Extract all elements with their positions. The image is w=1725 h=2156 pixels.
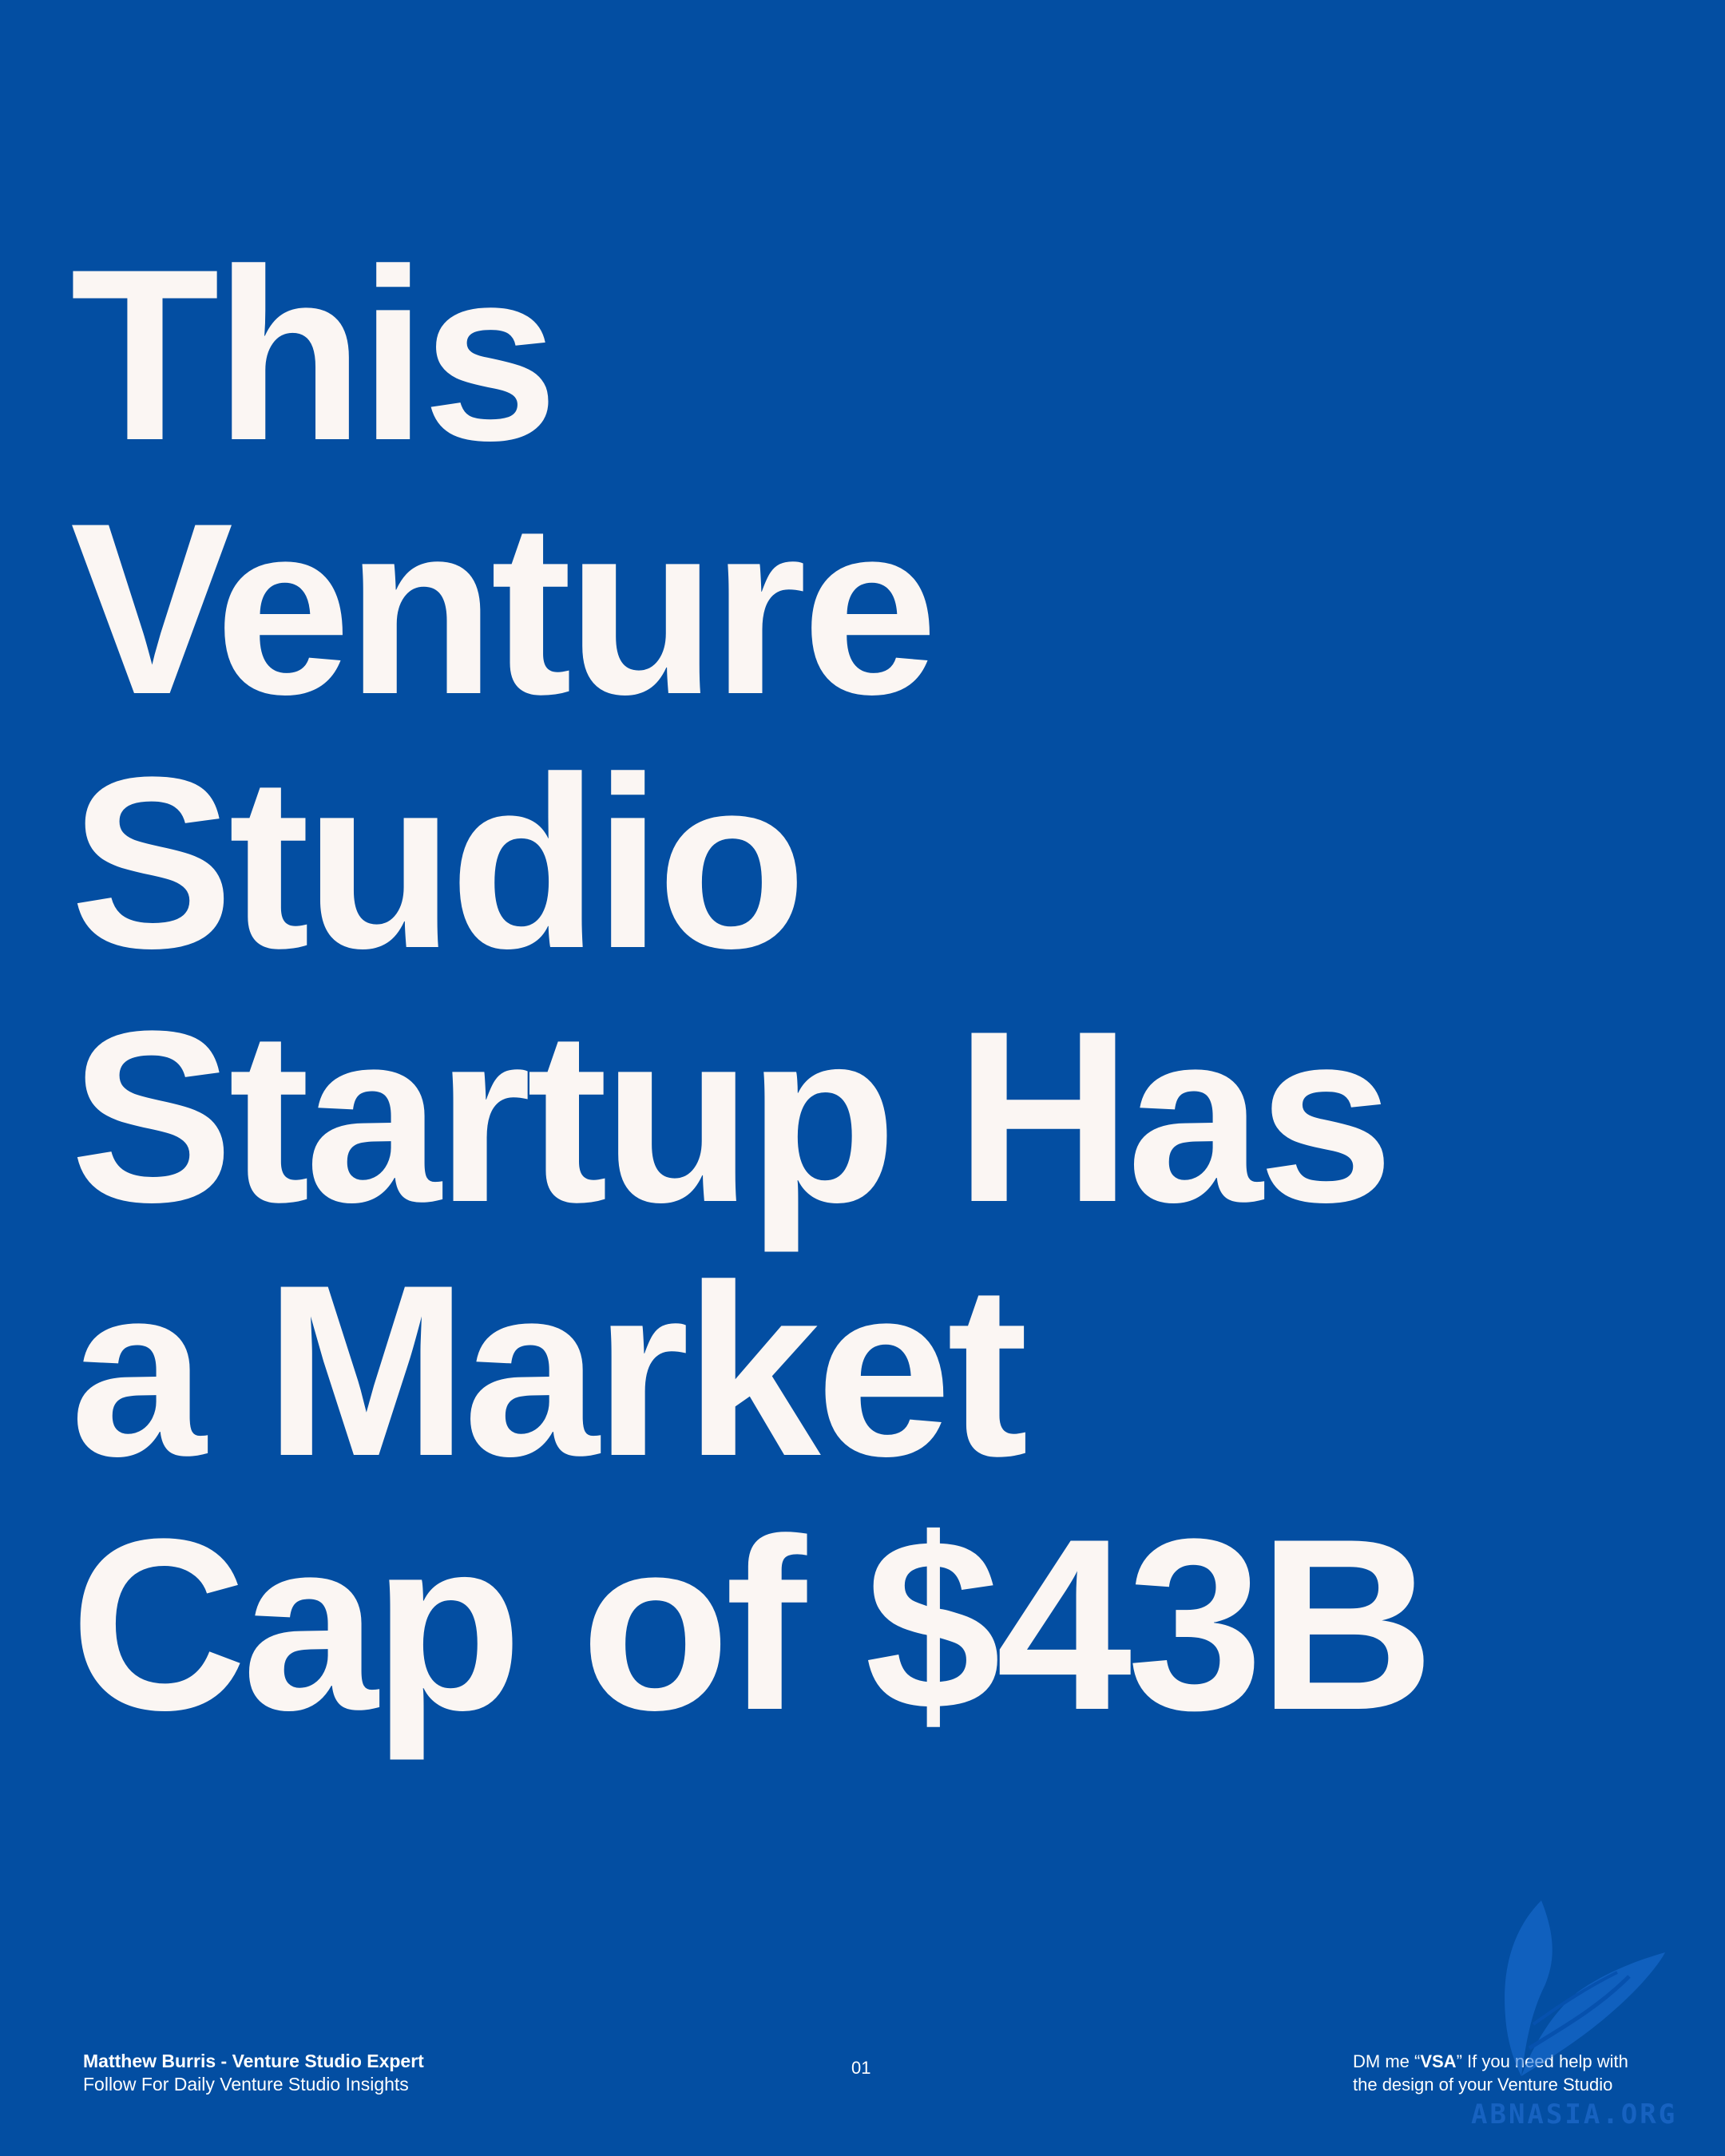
headline-line-5: a Market bbox=[70, 1234, 1029, 1507]
call-to-action: DM me “VSA” If you need help with the de… bbox=[1353, 2050, 1628, 2096]
author-credit: Matthew Burris - Venture Studio Expert F… bbox=[83, 2050, 424, 2096]
headline: This Venture Studio Startup Has a Market… bbox=[70, 218, 1434, 1761]
headline-line-2: Venture bbox=[70, 472, 938, 745]
watermark-text: ABNASIA.ORG bbox=[1471, 2099, 1678, 2130]
headline-line-3: Studio bbox=[70, 726, 807, 999]
page-number: 01 bbox=[851, 2058, 871, 2078]
headline-line-6: Cap of $43B bbox=[70, 1488, 1434, 1761]
cta-prefix: DM me “ bbox=[1353, 2051, 1421, 2071]
author-name: Matthew Burris - Venture Studio Expert bbox=[83, 2051, 424, 2071]
author-tagline: Follow For Daily Venture Studio Insights bbox=[83, 2074, 409, 2095]
cta-line-1: DM me “VSA” If you need help with bbox=[1353, 2050, 1628, 2073]
headline-line-4: Startup Has bbox=[70, 980, 1394, 1253]
headline-line-1: This bbox=[70, 218, 558, 491]
feather-logo-icon bbox=[1505, 1900, 1665, 2076]
cta-keyword: VSA bbox=[1420, 2051, 1457, 2071]
cta-line-2: the design of your Venture Studio bbox=[1353, 2075, 1613, 2095]
